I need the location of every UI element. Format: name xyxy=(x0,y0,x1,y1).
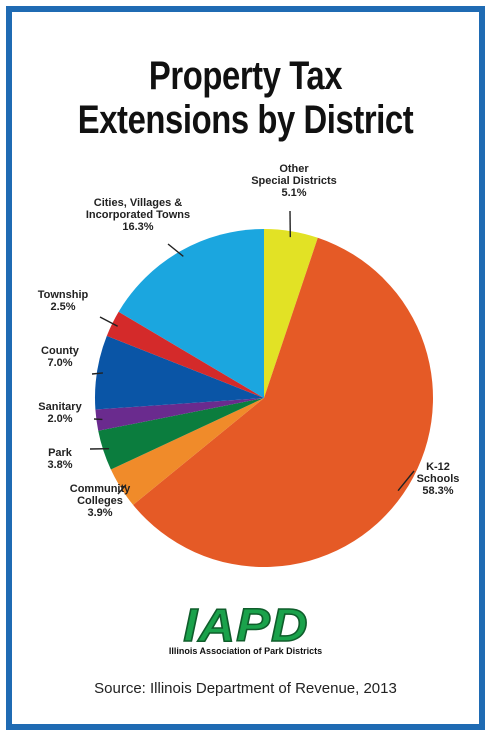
pie-chart: Other Special Districts 5.1% K-12 Schools 58.… xyxy=(38,163,460,567)
leader-line xyxy=(397,470,415,492)
poster-frame: Property Tax Extensions by District Othe… xyxy=(6,6,485,730)
logo-text: IAPD xyxy=(182,599,309,651)
pie-slice xyxy=(110,398,264,505)
title-line-2: Extensions by District xyxy=(77,98,414,142)
pie-slice xyxy=(94,335,264,410)
chart-title: Property Tax Extensions by District xyxy=(54,54,437,142)
slice-label: Other Special Districts 5.1% xyxy=(251,163,337,199)
iapd-logo: IAPD xyxy=(12,599,479,651)
pie-slice xyxy=(106,311,264,398)
leader-line xyxy=(167,243,184,257)
slice-label: Park 3.8% xyxy=(47,447,72,471)
slice-label: Sanitary 2.0% xyxy=(38,401,82,425)
pie-slice xyxy=(95,398,264,431)
slice-label: K-12 Schools 58.3% xyxy=(417,461,460,497)
leader-line xyxy=(99,316,118,327)
slice-label: Cities, Villages & Incorporated Towns 16.3… xyxy=(86,197,190,233)
slice-label: Community Colleges 3.9% xyxy=(70,483,131,519)
pie-slice xyxy=(98,398,265,470)
slice-label: Township 2.5% xyxy=(38,289,89,313)
leader-line xyxy=(91,372,103,375)
logo-subtitle: Illinois Association of Park Districts xyxy=(168,646,323,656)
slice-label: County 7.0% xyxy=(41,345,80,369)
leader-line xyxy=(117,484,127,495)
title-line-1: Property Tax xyxy=(148,54,343,98)
pie-slice xyxy=(264,229,318,398)
source-note: Source: Illinois Department of Revenue, … xyxy=(94,680,397,697)
pie-slice xyxy=(118,229,265,398)
pie-slice xyxy=(133,237,433,567)
